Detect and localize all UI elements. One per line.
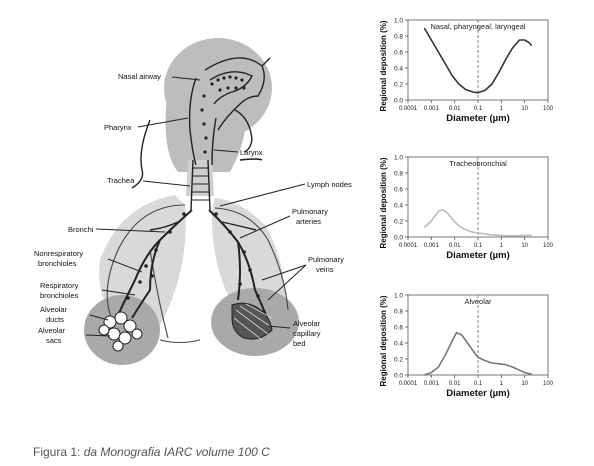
series-line — [424, 331, 532, 376]
x-tick-label: 10 — [521, 243, 528, 249]
x-tick-label: 0.001 — [424, 243, 440, 249]
label-alveolar-ducts-line1: Alveolar — [40, 305, 68, 314]
label-pulmonary-arteries-line2: arteries — [296, 217, 321, 226]
label-pulmonary-arteries-line1: Pulmonary — [292, 207, 328, 216]
label-alveolar-capillary-bed-line3: bed — [293, 339, 306, 348]
nasal-cavity-dots — [200, 75, 246, 154]
label-pulmonary-veins-line2: veins — [316, 265, 334, 274]
x-tick-label: 100 — [543, 106, 554, 112]
x-tick-label: 0.001 — [424, 381, 440, 387]
label-lymph-nodes: Lymph nodes — [307, 180, 352, 189]
label-alveolar-sacs-line2: sacs — [46, 336, 62, 345]
x-tick-label: 0.1 — [474, 381, 483, 387]
label-leader-lines — [85, 76, 307, 337]
chart-panel-2: 0.0 0.2 0.4 0.6 0.8 1.0 0.0001 0.001 0.01 0.1 1 10 1… — [379, 155, 554, 262]
bronchiole-dots — [126, 212, 264, 314]
chart-panel-1: 0.0 0.2 0.4 0.6 0.8 1.0 0.0001 0.001 0.01 0.1 1 10 1… — [379, 18, 554, 125]
y-axis-label: Regional deposition (%) — [379, 295, 388, 386]
figure-caption: Figura 1: da Monografia IARC volume 100 … — [33, 445, 270, 459]
y-tick-label: 0.2 — [394, 219, 403, 226]
y-tick-label: 0.8 — [394, 309, 403, 316]
label-bronchi: Bronchi — [68, 225, 94, 234]
series-line — [423, 209, 532, 237]
x-tick-label: 0.0001 — [399, 243, 418, 249]
y-tick-label: 1.0 — [394, 155, 403, 162]
label-respiratory-bronchioles-line2: bronchioles — [40, 291, 79, 300]
label-nonrespiratory-bronchioles-line2: bronchioles — [38, 259, 77, 268]
y-tick-label: 0.0 — [394, 373, 403, 380]
chart-title: Nasal, pharyngeal, laryngeal — [430, 22, 525, 31]
y-tick-label: 0.2 — [394, 82, 403, 89]
y-tick-label: 0.4 — [394, 341, 403, 348]
caption-source: da Monografia IARC volume 100 C — [83, 445, 270, 459]
y-tick-label: 1.0 — [394, 18, 403, 25]
y-tick-label: 0.2 — [394, 357, 403, 364]
x-tick-label: 1 — [500, 243, 504, 249]
x-tick-label: 0.0001 — [399, 381, 418, 387]
label-respiratory-bronchioles-line1: Respiratory — [40, 281, 79, 290]
y-tick-label: 0.0 — [394, 98, 403, 105]
deposition-charts: 0.00.20.40.60.81.00.0001 0.001 0.01 0.1 1 10 1… — [379, 18, 554, 400]
x-tick-label: 0.1 — [474, 243, 483, 249]
series-line — [423, 27, 533, 94]
x-tick-label: 100 — [543, 243, 554, 249]
y-tick-label: 0.6 — [394, 50, 403, 57]
alveolar-sacs-cluster — [98, 311, 143, 352]
head-outline — [131, 57, 271, 189]
label-nonrespiratory-bronchioles-line1: Nonrespiratory — [34, 249, 83, 258]
y-axis-label: Regional deposition (%) — [379, 20, 388, 111]
x-tick-label: 0.01 — [449, 381, 461, 387]
label-pharynx: Pharynx — [104, 123, 132, 132]
x-tick-label: 0.1 — [474, 106, 483, 112]
label-trachea: Trachea — [107, 176, 135, 185]
anatomy-labels: Nasal airway Pharynx Larynx Trachea Lymp… — [34, 72, 352, 348]
y-tick-label: 1.0 — [394, 293, 403, 300]
y-axis-label: Regional deposition (%) — [379, 157, 388, 248]
x-axis-label: Diameter (µm) — [446, 388, 510, 399]
lung-outlines — [106, 204, 289, 344]
capillary-bed-cluster — [231, 302, 273, 341]
y-tick-label: 0.6 — [394, 325, 403, 332]
y-tick-label: 0.8 — [394, 171, 403, 178]
x-tick-label: 0.01 — [449, 106, 461, 112]
left-alveolar-region-shade — [84, 295, 160, 365]
x-tick-label: 1 — [500, 381, 504, 387]
label-alveolar-capillary-bed-line2: capillary — [293, 329, 321, 338]
chart-panel-3: 0.0 0.2 0.4 0.6 0.8 1.0 0.0001 0.001 0.01 0.1 1 10 1… — [379, 293, 554, 400]
right-lung-region-shade — [211, 198, 285, 318]
y-tick-label: 0.4 — [394, 203, 403, 210]
chart-title: Alveolar — [464, 297, 492, 306]
x-tick-label: 10 — [521, 106, 528, 112]
x-axis-label: Diameter (µm) — [446, 113, 510, 124]
chart-title: Tracheobronchial — [449, 159, 507, 168]
label-alveolar-capillary-bed-line1: Alveolar — [293, 319, 321, 328]
y-tick-label: 0.0 — [394, 235, 403, 242]
label-pulmonary-veins-line1: Pulmonary — [308, 255, 344, 264]
x-tick-label: 0.001 — [424, 106, 440, 112]
y-tick-label: 0.4 — [394, 66, 403, 73]
respiratory-tract-illustration: Nasal airway Pharynx Larynx Trachea Lymp… — [34, 38, 352, 365]
x-tick-label: 100 — [543, 381, 554, 387]
trachea-tube — [190, 159, 211, 211]
x-tick-label: 0.0001 — [399, 106, 418, 112]
x-axis-label: Diameter (µm) — [446, 250, 510, 261]
y-tick-label: 0.8 — [394, 34, 403, 41]
x-tick-label: 10 — [521, 381, 528, 387]
label-nasal-airway: Nasal airway — [118, 72, 161, 81]
x-tick-label: 1 — [500, 106, 504, 112]
x-tick-label: 0.01 — [449, 243, 461, 249]
caption-prefix: Figura 1: — [33, 445, 84, 459]
label-larynx: Larynx — [240, 148, 263, 157]
y-tick-label: 0.6 — [394, 187, 403, 194]
label-alveolar-sacs-line1: Alveolar — [38, 326, 66, 335]
label-alveolar-ducts-line2: ducts — [46, 315, 64, 324]
